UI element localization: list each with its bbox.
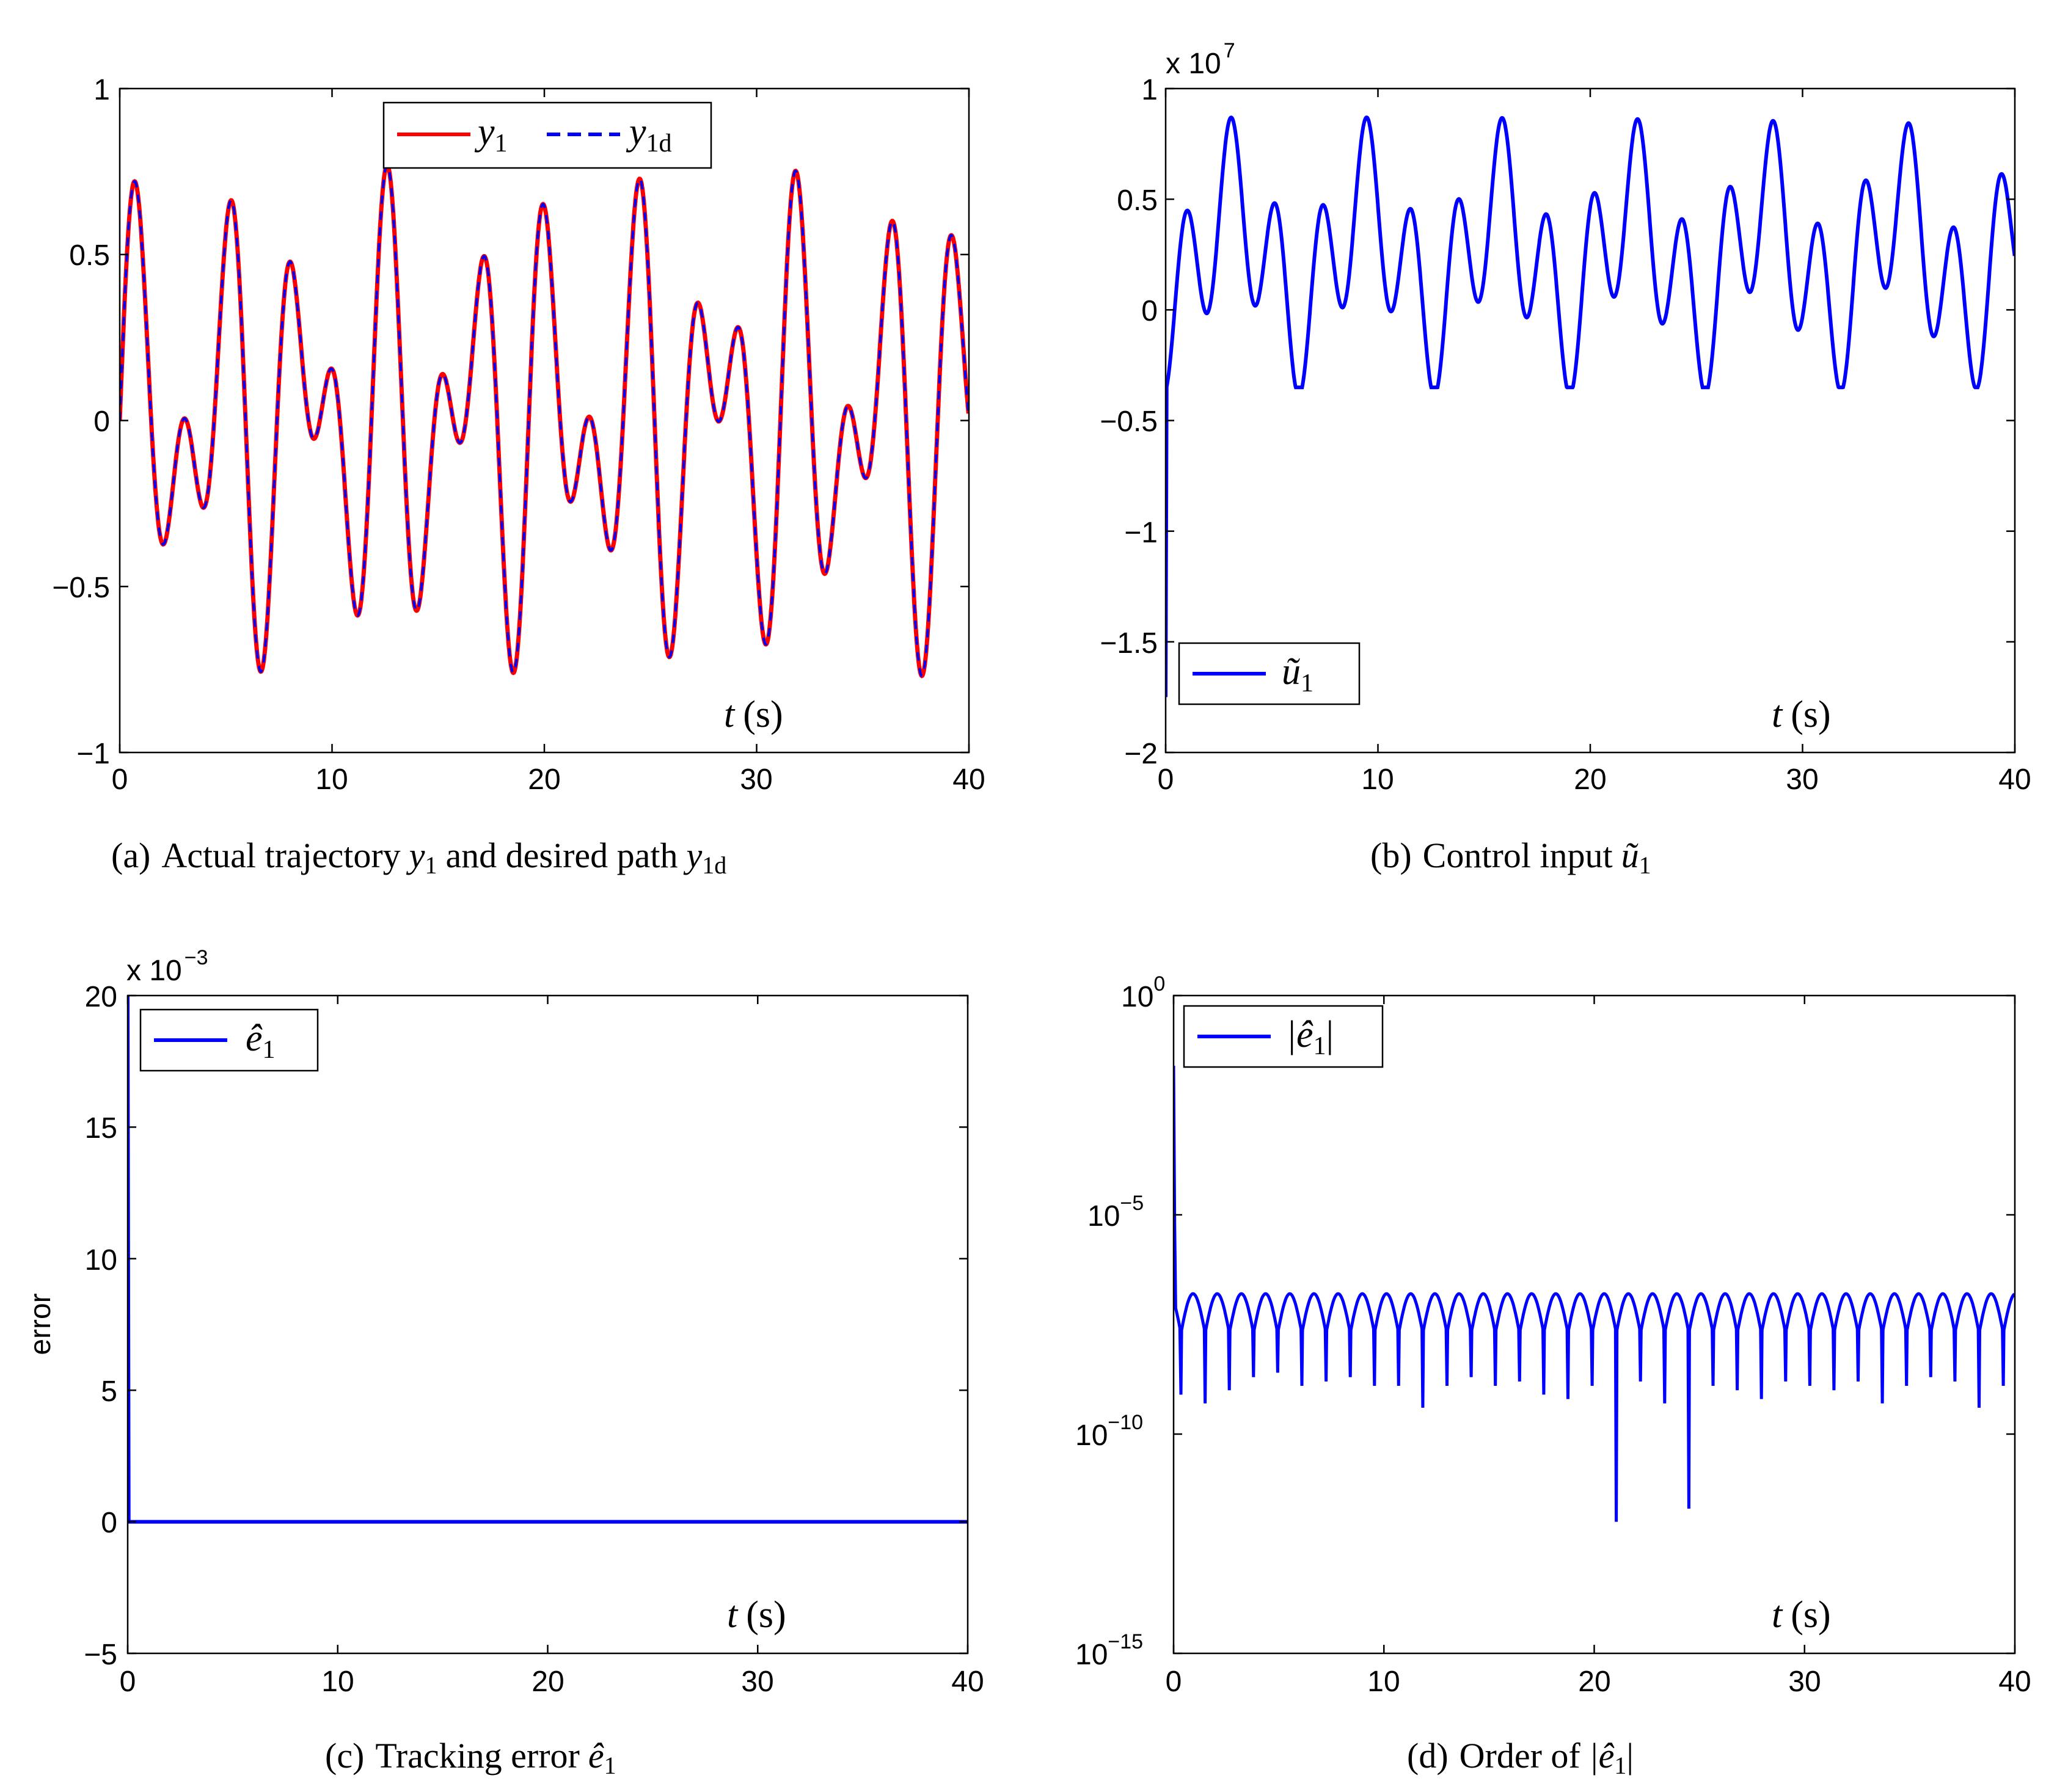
panel-a-xlabel-t: t xyxy=(724,694,736,735)
series-abs-e1-line xyxy=(1174,1065,2015,1522)
panel-d-ytick-label: 10−15 xyxy=(1075,1630,1143,1671)
series-u1-line xyxy=(1166,115,2015,697)
series-e1-line xyxy=(128,996,968,1524)
panel-c-plot-area xyxy=(128,996,968,1524)
panel-a-ytick-label: −1 xyxy=(76,738,110,770)
panel-a-ytick-label: −0.5 xyxy=(52,572,110,604)
panel-d-xtick-label: 40 xyxy=(1998,1666,2031,1698)
panel-b-ytick-label: 0.5 xyxy=(1117,184,1158,217)
panel-d-ytick-label: 100 xyxy=(1121,972,1165,1013)
panel-a-xlabel-unit: (s) xyxy=(743,694,783,735)
panel-a-ytick-label: 1 xyxy=(93,74,110,106)
panel-d-ticks xyxy=(1172,994,2016,1655)
panel-b-ytick-label: −1 xyxy=(1124,517,1158,549)
panel-c-ytick-label: −5 xyxy=(84,1639,117,1671)
series-y1-line xyxy=(120,162,969,679)
panel-c-ytick-label: 0 xyxy=(101,1507,117,1539)
panel-b-xtick-label: 0 xyxy=(1158,763,1174,796)
panel-b-ytick-label: 1 xyxy=(1141,74,1158,106)
panel-c-ticks xyxy=(126,994,969,1655)
panel-c-legend-label: ê1 xyxy=(246,1018,276,1064)
panel-b-multiplier: x 10 7 xyxy=(1166,39,1235,80)
panel-a-caption: (a) Actual trajectory y1 and desired path y1… xyxy=(111,836,726,879)
panel-c-ytick-label: 5 xyxy=(101,1375,117,1408)
panel-a-legend-label-y1d: y1d xyxy=(626,111,672,158)
panel-d-ytick-label: 10−5 xyxy=(1087,1192,1144,1233)
panel-c-xtick-label: 40 xyxy=(951,1666,984,1698)
panel-b-ytick-label: −0.5 xyxy=(1100,406,1158,438)
panel-a-xtick-label: 20 xyxy=(528,763,560,796)
panel-d-xtick-label: 20 xyxy=(1578,1666,1610,1698)
panel-d-xtick-label: 30 xyxy=(1788,1666,1821,1698)
panel-d: 100 10−5 10−10 10−15 0 10 20 30 40 t (s) … xyxy=(1075,972,2031,1779)
panel-a-plot-area xyxy=(120,162,969,679)
panel-c-xtick-label: 20 xyxy=(532,1666,564,1698)
panel-b-caption: (b) Control input ũ1 xyxy=(1370,836,1651,879)
panel-b-xtick-label: 40 xyxy=(1998,763,2031,796)
panel-b-legend-label: ũ1 xyxy=(1282,651,1313,697)
panel-c-ytick-label: 20 xyxy=(85,981,117,1013)
panel-d-caption: (d) Order of |ê1| xyxy=(1407,1736,1634,1779)
panel-a-xtick-label: 40 xyxy=(952,763,985,796)
panel-a-ticks xyxy=(119,87,970,754)
panel-a-xlabel: t (s) xyxy=(724,694,783,735)
panel-b-xtick-label: 20 xyxy=(1574,763,1606,796)
panel-c-ylabel: error xyxy=(24,1293,57,1355)
panel-b-ytick-label: −2 xyxy=(1124,738,1158,770)
panel-b-plot-area xyxy=(1166,115,2015,697)
panel-c-xtick-label: 0 xyxy=(120,1666,136,1698)
panel-d-xlabel: t (s) xyxy=(1772,1594,1831,1636)
panel-b-ticks xyxy=(1164,87,2016,754)
panel-d-legend-label: |ê1| xyxy=(1286,1014,1334,1060)
panel-a-xtick-label: 30 xyxy=(740,763,772,796)
panel-c-ytick-label: 15 xyxy=(85,1112,117,1145)
panel-a-ytick-label: 0 xyxy=(93,406,110,438)
panel-b-ytick-label: −1.5 xyxy=(1100,627,1158,660)
panel-a-legend-label-y1: y1 xyxy=(474,111,508,158)
panel-c: −5 0 5 10 15 20 0 10 20 30 40 x 10 −3 err… xyxy=(24,946,984,1779)
panel-d-plot-area xyxy=(1174,1065,2015,1522)
series-y1d-line xyxy=(120,163,969,677)
panel-b-ytick-label: 0 xyxy=(1141,295,1158,327)
panel-a-xtick-label: 0 xyxy=(112,763,128,796)
panel-b-xlabel: t (s) xyxy=(1772,694,1831,735)
panel-a-xtick-label: 10 xyxy=(315,763,348,796)
panel-a-ytick-label: 0.5 xyxy=(69,239,110,272)
panel-c-xtick-label: 10 xyxy=(321,1666,354,1698)
panel-c-xlabel: t (s) xyxy=(727,1594,786,1636)
panel-d-xtick-label: 0 xyxy=(1166,1666,1182,1698)
panel-c-multiplier: x 10 −3 xyxy=(126,946,208,987)
panel-a: −1 −0.5 0 0.5 1 0 10 20 30 40 t (s) y1 y1… xyxy=(52,74,985,879)
panel-b-xtick-label: 10 xyxy=(1361,763,1394,796)
panel-d-ytick-label: 10−10 xyxy=(1075,1411,1143,1452)
panel-c-ytick-label: 10 xyxy=(85,1244,117,1277)
panel-d-xtick-label: 10 xyxy=(1367,1666,1400,1698)
panel-b-xtick-label: 30 xyxy=(1786,763,1818,796)
panel-c-xtick-label: 30 xyxy=(741,1666,773,1698)
panel-c-frame xyxy=(126,994,969,1655)
panel-c-caption: (c) Tracking error ê1 xyxy=(325,1736,616,1779)
panel-b: −2 −1.5 −1 −0.5 0 0.5 1 0 10 20 30 40 x … xyxy=(1100,39,2031,879)
